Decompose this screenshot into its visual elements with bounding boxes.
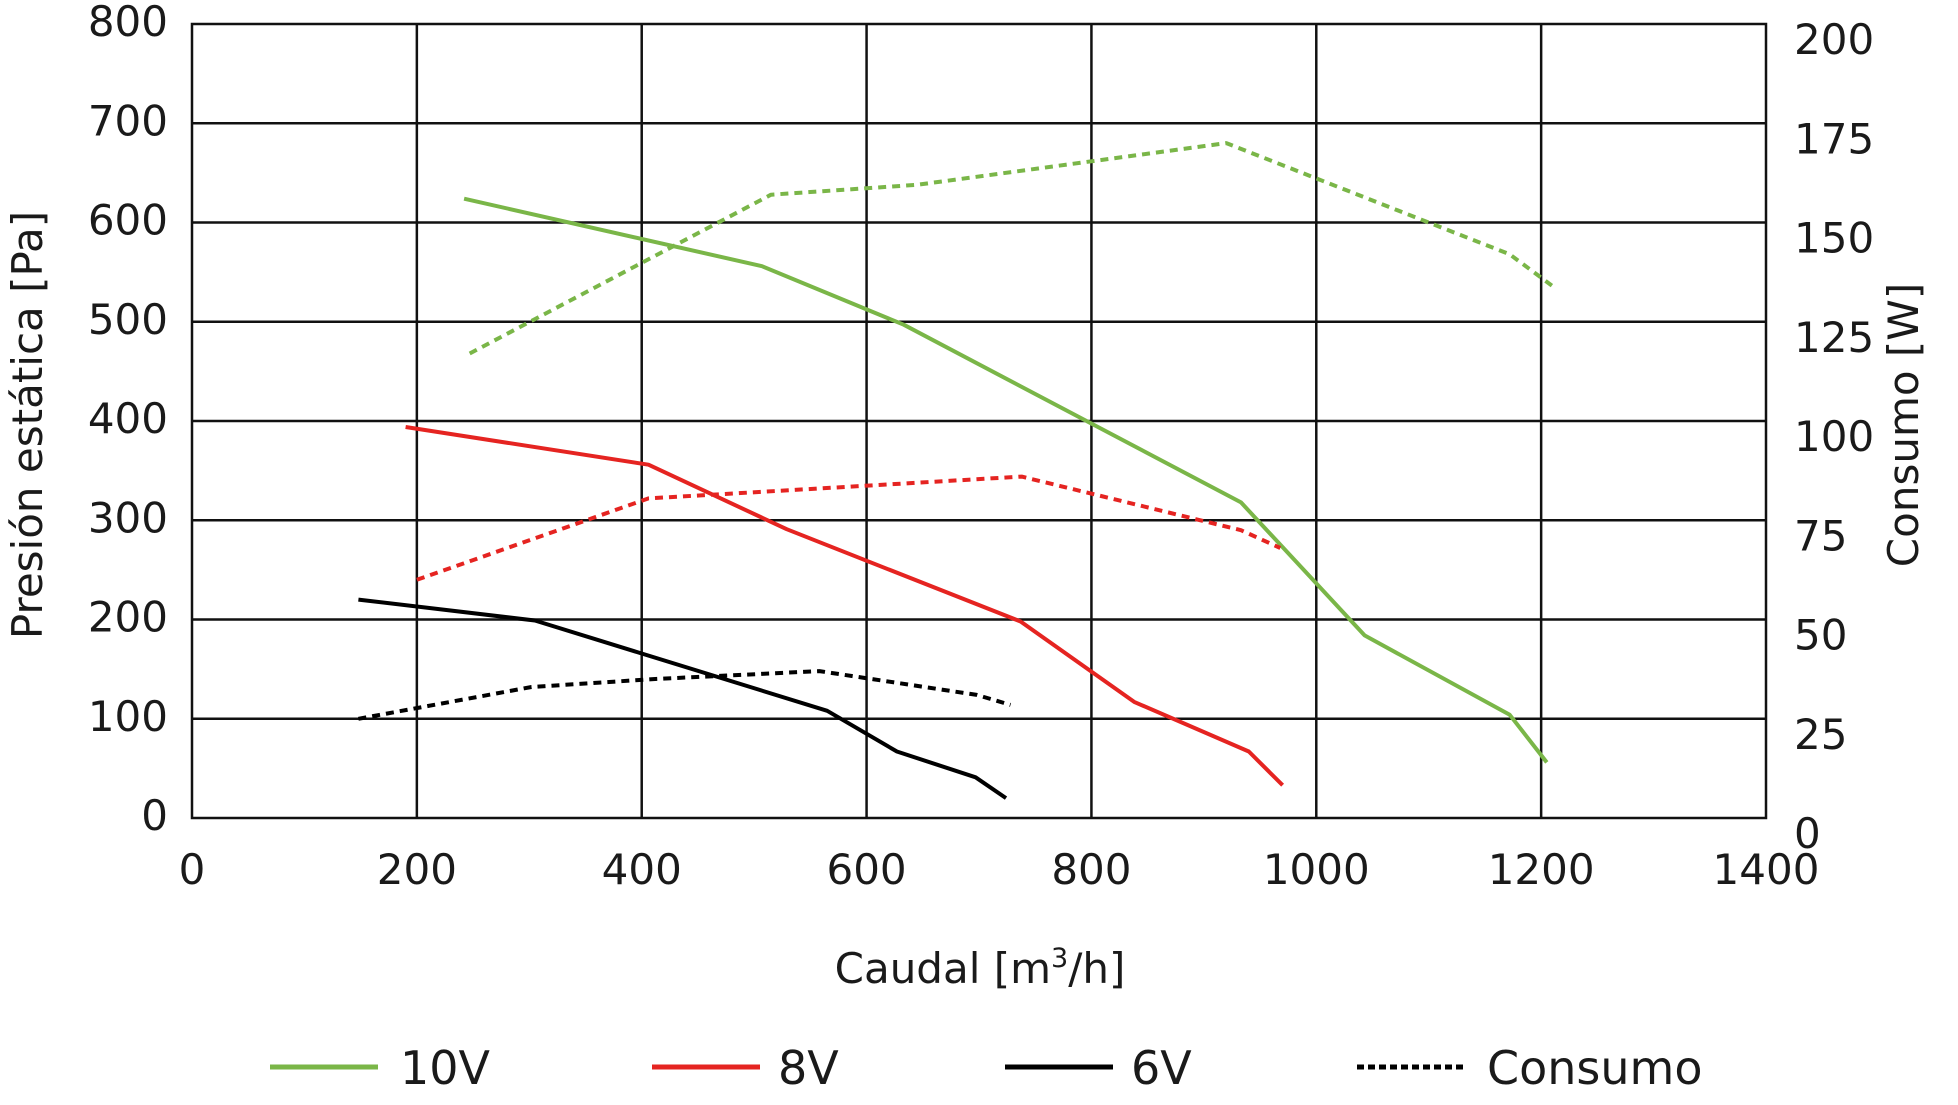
left-y-tick-label: 300 <box>88 493 168 542</box>
series-line-consumo-dashed <box>416 474 1282 582</box>
series-line-10v <box>463 196 1549 764</box>
left-y-tick-label: 400 <box>88 394 168 443</box>
right-y-tick-label: 50 <box>1794 611 1847 660</box>
left-y-tick-label: 200 <box>88 593 168 642</box>
x-tick-label: 200 <box>377 845 457 894</box>
left-y-tick-label: 700 <box>88 96 168 145</box>
right-y-tick-label: 200 <box>1794 15 1874 64</box>
x-axis-ticks: 0 200 400 600 800 1000 1200 1400 <box>179 845 1820 894</box>
right-axis-ticks: 0 25 50 75 100 125 150 175 200 <box>1794 15 1874 858</box>
right-y-tick-label: 150 <box>1794 214 1874 263</box>
left-y-tick-label: 0 <box>141 791 168 840</box>
right-y-tick-label: 100 <box>1794 412 1874 461</box>
x-tick-label: 800 <box>1051 845 1131 894</box>
legend-label: 10V <box>400 1041 491 1095</box>
right-y-tick-label: 0 <box>1794 809 1821 858</box>
legend-label: Consumo <box>1487 1041 1703 1095</box>
series-line-consumo-dashed <box>468 141 1554 356</box>
legend-item-6v: 6V <box>1005 1041 1192 1095</box>
left-y-tick-label: 100 <box>88 692 168 741</box>
plot-border <box>190 22 1768 820</box>
legend-item-consumo: Consumo <box>1357 1041 1703 1095</box>
left-y-tick-label: 500 <box>88 295 168 344</box>
left-y-tick-label: 800 <box>88 0 168 46</box>
x-tick-label: 600 <box>826 845 906 894</box>
right-y-tick-label: 75 <box>1794 511 1847 560</box>
x-axis-title: Caudal [m3/h] <box>835 943 1126 993</box>
legend: 10V 8V 6V Consumo <box>270 1041 1703 1095</box>
x-tick-label: 1000 <box>1263 845 1370 894</box>
legend-label: 8V <box>778 1041 839 1095</box>
legend-item-10v: 10V <box>270 1041 491 1095</box>
right-axis-title: Consumo [W] <box>1879 283 1928 567</box>
right-y-tick-label: 125 <box>1794 313 1874 362</box>
legend-item-8v: 8V <box>652 1041 839 1095</box>
left-axis-ticks: 0 100 200 300 400 500 600 700 800 <box>88 0 168 840</box>
series-layer <box>358 141 1554 800</box>
x-tick-label: 400 <box>602 845 682 894</box>
right-y-tick-label: 175 <box>1794 114 1874 163</box>
x-tick-label: 1200 <box>1488 845 1595 894</box>
series-line-8v <box>405 425 1285 787</box>
left-y-tick-label: 600 <box>88 196 168 245</box>
right-y-tick-label: 25 <box>1794 710 1847 759</box>
left-axis-title: Presión estática [Pa] <box>3 211 52 639</box>
grid-lines <box>192 24 1766 818</box>
x-tick-label: 1400 <box>1713 845 1820 894</box>
series-line-6v <box>358 597 1008 800</box>
x-tick-label: 0 <box>179 845 206 894</box>
series-line-consumo-dashed <box>358 669 1012 721</box>
legend-label: 6V <box>1131 1041 1192 1095</box>
plot-frame <box>190 22 1768 820</box>
